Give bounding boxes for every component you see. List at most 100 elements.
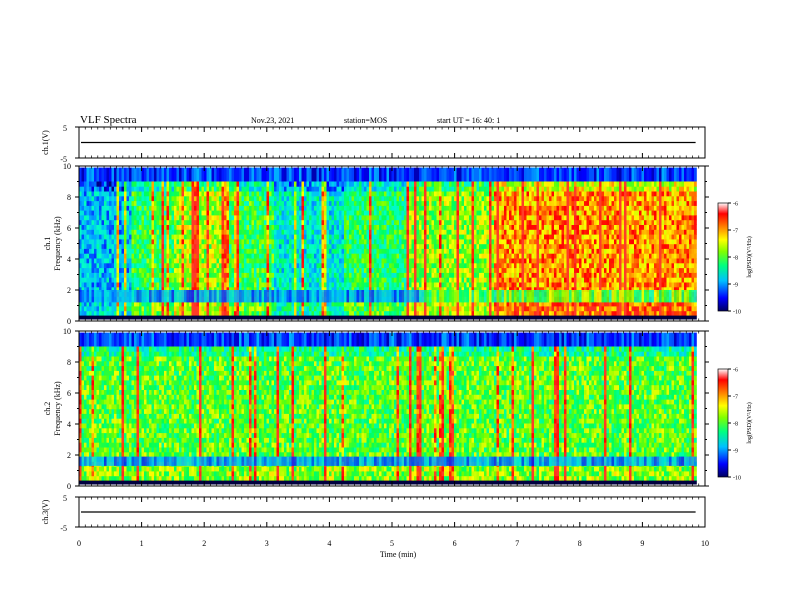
spectrogram-cell xyxy=(214,243,217,249)
spectrogram-cell xyxy=(146,200,150,206)
spectrogram-cell xyxy=(221,205,225,211)
spectrogram-cell xyxy=(226,286,230,292)
spectrogram-cell xyxy=(269,229,272,235)
spectrogram-floor xyxy=(384,315,387,320)
spectrogram-cell xyxy=(416,277,420,283)
spectrogram-cell xyxy=(414,239,417,245)
spectrogram-cell xyxy=(374,195,377,202)
spectrogram-cell xyxy=(469,239,472,245)
spectrogram-floor xyxy=(91,315,95,320)
spectrogram-cell xyxy=(391,239,395,245)
spectrogram-cell xyxy=(384,262,387,269)
spectrogram-cell xyxy=(411,195,415,202)
spectrogram-cell xyxy=(276,306,280,312)
spectrogram-cell xyxy=(439,243,442,249)
spectrogram-cell xyxy=(321,282,325,288)
spectrogram-cell xyxy=(364,248,367,254)
spectrogram-cell xyxy=(109,253,112,259)
spectrogram-cell xyxy=(211,195,215,202)
spectrogram-cell xyxy=(229,306,232,312)
spectrogram-cell xyxy=(444,306,447,312)
spectrogram-top-band xyxy=(224,167,227,182)
spectrogram-cell xyxy=(246,239,250,245)
spectrogram-floor xyxy=(259,315,262,320)
spectrogram-cell xyxy=(414,219,417,225)
spectrogram-cell xyxy=(434,200,437,206)
spectrogram-cell xyxy=(414,310,417,316)
spectrogram-cell xyxy=(346,277,350,283)
spectrogram-cell xyxy=(266,195,270,202)
spectrogram-cell xyxy=(281,306,285,312)
spectrogram-cell xyxy=(281,243,285,249)
spectrogram-cell xyxy=(339,186,342,192)
spectrogram-cell xyxy=(136,258,140,264)
spectrogram-cell xyxy=(201,253,205,259)
spectrogram-cell xyxy=(394,267,397,273)
spectrogram-cell xyxy=(184,229,187,235)
spectrogram-cell xyxy=(184,239,187,245)
spectrogram-cell xyxy=(344,215,347,221)
spectrogram-cell xyxy=(301,224,305,230)
spectrogram-cell xyxy=(291,258,295,264)
spectrogram-cell xyxy=(269,306,272,312)
spectrogram-cell xyxy=(201,181,205,187)
spectrogram-cell xyxy=(386,224,390,230)
spectrogram-cell xyxy=(81,301,85,307)
spectrogram-cell xyxy=(231,258,235,264)
spectrogram-cell xyxy=(226,234,230,240)
y-tick-label-top: 5 xyxy=(63,124,67,133)
spectrogram-cell xyxy=(206,195,210,202)
spectrogram-cell xyxy=(151,286,155,292)
spectrogram-cell xyxy=(299,272,302,278)
spectrogram-cell xyxy=(216,210,220,216)
spectrogram-cell xyxy=(414,277,417,283)
spectrogram-cell xyxy=(154,191,157,197)
spectrogram-cell xyxy=(134,301,137,307)
spectrogram-cell xyxy=(459,224,462,230)
spectrogram-cell xyxy=(384,282,387,288)
spectrogram-cell xyxy=(194,205,197,211)
spectrogram-cell xyxy=(99,239,102,245)
spectrogram-cell xyxy=(241,272,245,278)
spectrogram-cell xyxy=(426,310,430,316)
spectrogram-cell xyxy=(129,200,132,206)
spectrogram-cell xyxy=(326,286,330,292)
spectrogram-cell xyxy=(464,262,467,269)
spectrogram-cell xyxy=(209,186,212,192)
spectrogram-cell xyxy=(116,310,120,316)
spectrogram-cell xyxy=(79,286,82,292)
spectrogram-cell xyxy=(176,219,180,225)
spectrogram-cell xyxy=(114,286,117,292)
spectrogram-cell xyxy=(439,186,442,192)
spectrogram-cell xyxy=(341,205,345,211)
spectrogram-cell xyxy=(159,205,162,211)
spectrogram-cell xyxy=(171,310,175,316)
spectrogram-cell xyxy=(451,306,455,312)
spectrogram-floor xyxy=(446,315,450,320)
spectrogram-top-band xyxy=(384,167,387,182)
spectrogram-cell xyxy=(301,267,305,273)
spectrogram-cell xyxy=(186,195,190,202)
spectrogram-cell xyxy=(424,229,427,235)
spectrogram-cell xyxy=(401,277,405,283)
spectrogram-cell xyxy=(339,267,342,273)
spectrogram-cell xyxy=(221,229,225,235)
spectrogram-cell xyxy=(264,181,267,187)
spectrogram-cell xyxy=(441,282,445,288)
spectrogram-cell xyxy=(241,262,245,269)
spectrogram-cell xyxy=(236,186,240,192)
spectrogram-cell xyxy=(131,191,135,197)
spectrogram-cell xyxy=(286,258,290,264)
spectrogram-cell xyxy=(196,277,200,283)
spectrogram-cell xyxy=(464,219,467,225)
spectrogram-cell xyxy=(436,239,440,245)
spectrogram-cell xyxy=(291,234,295,240)
spectrogram-cell xyxy=(436,195,440,202)
spectrogram-cell xyxy=(271,186,275,192)
spectrogram-cell xyxy=(106,306,110,312)
spectrogram-cell xyxy=(94,267,97,273)
spectrogram-cell xyxy=(384,186,387,192)
spectrogram-cell xyxy=(421,262,425,269)
spectrogram-cell xyxy=(436,267,440,273)
spectrogram-cell xyxy=(291,248,295,254)
